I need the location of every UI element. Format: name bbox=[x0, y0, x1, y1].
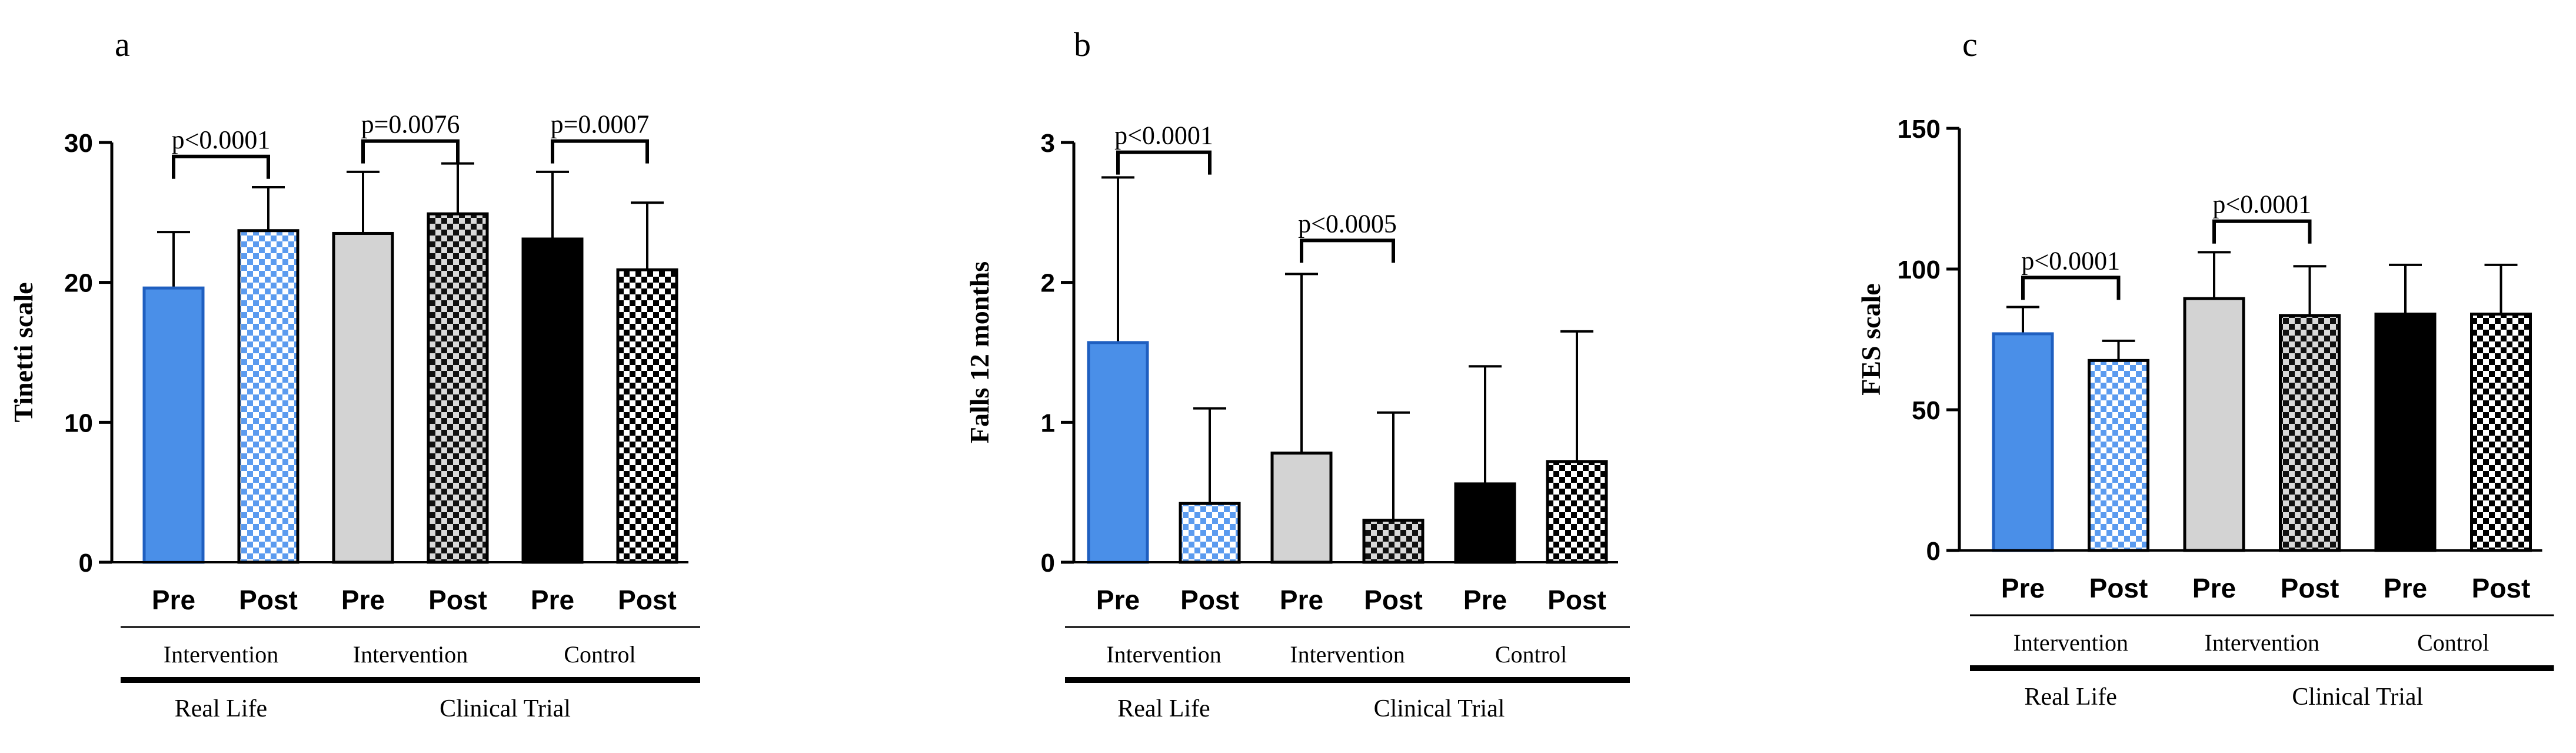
significance-bracket bbox=[361, 139, 460, 164]
category-label: Clinical Trial bbox=[2292, 684, 2423, 711]
bar bbox=[1992, 332, 2054, 552]
category-label: Real Life bbox=[175, 695, 267, 722]
x-tick-label: Pre bbox=[152, 585, 195, 615]
x-tick-label: Post bbox=[2472, 573, 2531, 603]
bar bbox=[521, 237, 584, 564]
x-tick-label: Pre bbox=[2001, 573, 2045, 603]
group-label: Intervention bbox=[2013, 629, 2129, 656]
category-label: Clinical Trial bbox=[440, 695, 571, 722]
significance-bracket bbox=[2021, 276, 2121, 300]
bar bbox=[616, 268, 678, 564]
bar bbox=[2374, 312, 2437, 552]
x-tick-label: Post bbox=[239, 585, 298, 615]
bar bbox=[1362, 519, 1425, 564]
x-tick-label: Pre bbox=[531, 585, 574, 615]
p-value-label: p=0.0007 bbox=[551, 110, 650, 139]
bar bbox=[2183, 297, 2245, 552]
bar bbox=[1270, 452, 1333, 564]
category-label: Clinical Trial bbox=[1374, 695, 1505, 722]
category-label: Real Life bbox=[2025, 684, 2117, 711]
panel-label: b bbox=[1074, 25, 1091, 64]
bar bbox=[1087, 341, 1149, 564]
x-tick-label: Pre bbox=[2384, 573, 2427, 603]
y-tick-label: 10 bbox=[64, 409, 93, 437]
p-value-label: p<0.0001 bbox=[2212, 190, 2311, 219]
y-tick-label: 0 bbox=[79, 549, 93, 578]
bar bbox=[2088, 359, 2149, 552]
group-label: Intervention bbox=[1106, 641, 1222, 668]
bar bbox=[1454, 482, 1516, 564]
p-value-label: p<0.0005 bbox=[1298, 209, 1397, 238]
x-tick-label: Post bbox=[1364, 585, 1423, 615]
y-tick-label: 1 bbox=[1041, 409, 1055, 437]
bar bbox=[1546, 460, 1608, 564]
group-label: Control bbox=[2417, 629, 2489, 656]
bar bbox=[427, 212, 489, 564]
y-axis-title: Tinetti scale bbox=[8, 282, 38, 422]
panel-b: b 0 1 2 3 Falls 12 months Pre Post Pre Post Pre Pos… bbox=[964, 25, 1630, 722]
significance-bracket bbox=[2212, 219, 2312, 244]
y-axis-title: Falls 12 months bbox=[964, 261, 994, 443]
x-tick-label: Post bbox=[2281, 573, 2339, 603]
bar bbox=[1179, 502, 1241, 564]
bar bbox=[237, 229, 299, 564]
panel-label: c bbox=[1962, 25, 1978, 64]
significance-bracket bbox=[172, 154, 270, 179]
y-tick-label: 100 bbox=[1898, 256, 1941, 284]
x-tick-label: Pre bbox=[1096, 585, 1140, 615]
significance-bracket bbox=[1300, 238, 1395, 263]
x-tick-label: Post bbox=[428, 585, 487, 615]
x-tick-label: Pre bbox=[1463, 585, 1507, 615]
significance-bracket bbox=[551, 139, 649, 164]
bar bbox=[2279, 314, 2341, 552]
x-tick-label: Post bbox=[2089, 573, 2148, 603]
x-tick-label: Pre bbox=[2192, 573, 2236, 603]
x-tick-label: Post bbox=[618, 585, 677, 615]
group-label: Intervention bbox=[353, 641, 468, 668]
panel-a: a 0 10 20 30 Tinetti scale Pre Post Pre Post Pre Po… bbox=[8, 25, 700, 722]
y-axis-title: FES scale bbox=[1856, 283, 1886, 395]
category-label: Real Life bbox=[1117, 695, 1210, 722]
group-label: Intervention bbox=[164, 641, 279, 668]
x-tick-label: Post bbox=[1547, 585, 1606, 615]
y-tick-label: 3 bbox=[1041, 129, 1055, 158]
y-tick-label: 30 bbox=[64, 129, 93, 158]
bar bbox=[332, 231, 394, 564]
y-tick-label: 2 bbox=[1041, 269, 1055, 298]
group-label: Intervention bbox=[2205, 629, 2320, 656]
group-label: Control bbox=[1495, 641, 1567, 668]
y-tick-label: 0 bbox=[1926, 537, 1941, 566]
bar bbox=[142, 286, 205, 564]
bar bbox=[2470, 312, 2532, 552]
y-tick-label: 50 bbox=[1912, 396, 1941, 425]
x-tick-label: Post bbox=[1180, 585, 1239, 615]
panel-c: c 0 50 100 150 FES scale Pre Post Pre Post Pre Post… bbox=[1856, 25, 2554, 711]
p-value-label: p<0.0001 bbox=[2021, 246, 2120, 275]
significance-bracket bbox=[1116, 150, 1212, 175]
x-tick-label: Pre bbox=[341, 585, 385, 615]
p-value-label: p<0.0001 bbox=[1114, 121, 1213, 150]
y-tick-label: 0 bbox=[1041, 549, 1055, 578]
y-tick-label: 20 bbox=[64, 269, 93, 298]
p-value-label: p=0.0076 bbox=[361, 110, 460, 139]
y-tick-label: 150 bbox=[1898, 115, 1941, 144]
p-value-label: p<0.0001 bbox=[172, 125, 271, 154]
group-label: Control bbox=[564, 641, 635, 668]
group-label: Intervention bbox=[1290, 641, 1405, 668]
panel-label: a bbox=[115, 25, 130, 64]
x-tick-label: Pre bbox=[1280, 585, 1323, 615]
